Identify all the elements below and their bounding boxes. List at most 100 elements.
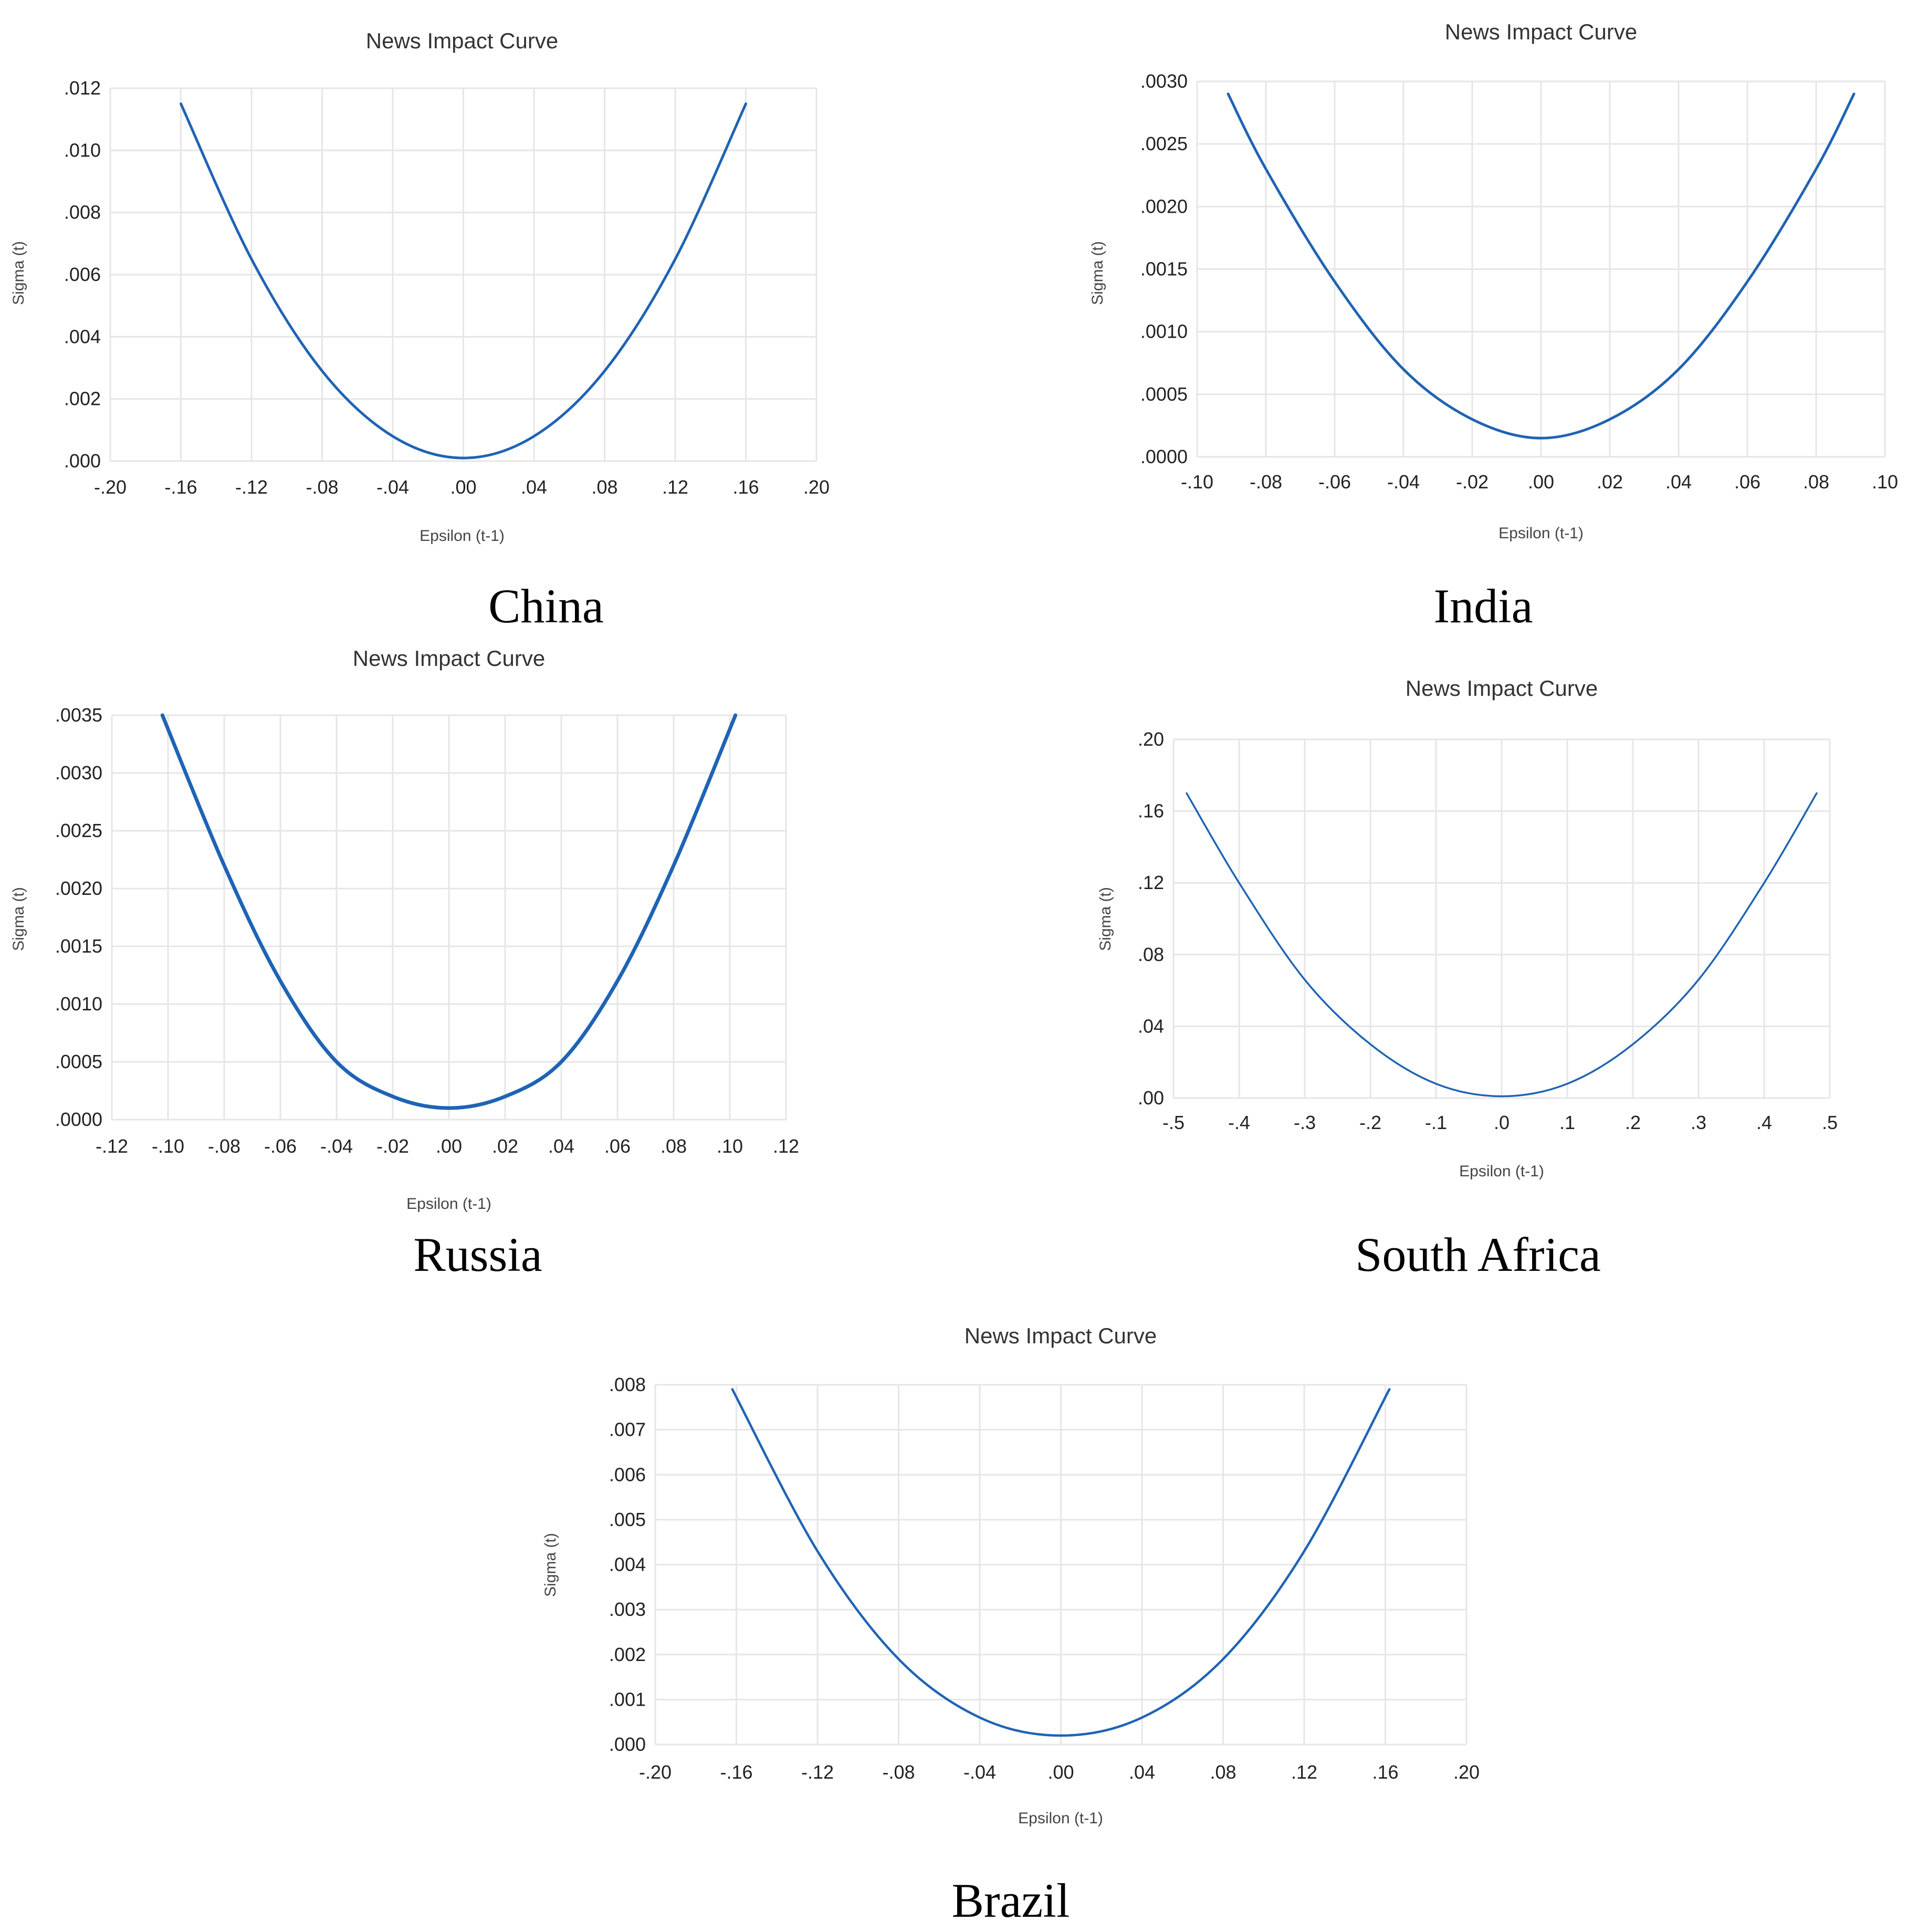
y-tick-label: .00	[1138, 1087, 1164, 1109]
x-tick-label: .1	[1559, 1112, 1575, 1133]
x-tick-label: .04	[1665, 471, 1692, 493]
chart-china: -.20 -.16 -.12 -.08 -.04 .00 .04 .08 .12 .16 .20 .0…	[10, 28, 830, 633]
x-tick-label: -.10	[1181, 471, 1213, 493]
y-tick-label: .000	[64, 450, 101, 472]
x-tick-label: .16	[1372, 1761, 1398, 1783]
chart-title: News Impact Curve	[1445, 19, 1637, 44]
x-tick-label: .04	[1129, 1761, 1155, 1783]
news-impact-curve-line	[731, 1388, 1391, 1737]
x-tick-label: .00	[1047, 1761, 1074, 1783]
x-tick-label: .5	[1822, 1112, 1838, 1133]
chart-title: News Impact Curve	[366, 28, 558, 53]
y-tick-label: .012	[64, 77, 101, 99]
news-impact-curve-line	[1227, 92, 1856, 440]
country-caption: Russia	[413, 1228, 542, 1281]
y-tick-label: .010	[64, 139, 101, 161]
y-tick-label: .002	[609, 1644, 646, 1665]
x-tick-label: .02	[492, 1135, 518, 1157]
news-impact-curve-line	[180, 102, 747, 459]
y-tick-label: .002	[64, 388, 101, 410]
country-caption: Brazil	[952, 1874, 1070, 1927]
y-tick-label: .008	[609, 1374, 646, 1395]
x-tick-label: -.20	[94, 476, 127, 498]
y-tick-label: .20	[1138, 728, 1164, 750]
y-tick-label: .003	[609, 1599, 646, 1620]
x-tick-label: -.02	[376, 1135, 409, 1157]
y-tick-label: .08	[1138, 944, 1164, 965]
x-tick-label: -.04	[320, 1135, 353, 1157]
x-tick-label: .08	[1803, 471, 1829, 493]
x-tick-label: .20	[803, 476, 830, 498]
x-tick-label: .12	[773, 1135, 799, 1157]
chart-india: -.10 -.08 -.06 -.04 -.02 .00 .02 .04 .06 .08 .10 .0…	[1089, 19, 1898, 633]
y-tick-label: .0000	[55, 1109, 102, 1130]
x-tick-label: .08	[591, 476, 617, 498]
y-tick-label: .001	[609, 1688, 646, 1710]
y-axis-label: Sigma (t)	[1097, 887, 1114, 951]
y-tick-label: .0000	[1140, 446, 1188, 467]
country-caption: India	[1433, 579, 1533, 633]
y-tick-label: .004	[609, 1554, 646, 1575]
y-tick-label: .007	[609, 1419, 646, 1440]
x-tick-label: -.06	[1318, 471, 1351, 493]
y-tick-label: .0020	[1140, 195, 1188, 217]
y-axis-label: Sigma (t)	[10, 241, 27, 305]
x-tick-label: -.10	[152, 1135, 184, 1157]
x-tick-label: .00	[436, 1135, 462, 1157]
x-tick-label: .3	[1691, 1112, 1706, 1133]
x-tick-label: .20	[1453, 1761, 1480, 1783]
x-tick-label: -.02	[1456, 471, 1489, 493]
y-tick-label: .006	[609, 1464, 646, 1485]
x-axis-label: Epsilon (t-1)	[1498, 525, 1584, 542]
y-tick-label: .006	[64, 264, 101, 285]
y-axis-label: Sigma (t)	[10, 887, 27, 951]
y-tick-label: .0015	[1140, 258, 1188, 280]
x-tick-label: -.12	[96, 1135, 128, 1157]
y-tick-label: .0015	[55, 935, 102, 957]
x-tick-label: -.04	[376, 476, 409, 498]
x-tick-label: -.16	[164, 476, 197, 498]
y-tick-label: .008	[64, 202, 101, 223]
x-axis-label: Epsilon (t-1)	[1459, 1163, 1544, 1180]
y-tick-label: .0035	[55, 704, 102, 726]
x-tick-label: -.08	[1250, 471, 1282, 493]
y-tick-label: .0005	[1140, 383, 1188, 405]
x-tick-label: -.4	[1228, 1112, 1250, 1133]
x-tick-label: -.04	[963, 1761, 996, 1783]
x-tick-label: .04	[521, 476, 547, 498]
y-tick-label: .0020	[55, 878, 102, 899]
y-tick-label: .0025	[55, 820, 102, 841]
news-impact-curve-line	[160, 713, 738, 1110]
x-tick-label: .4	[1756, 1112, 1772, 1133]
x-tick-label: .08	[661, 1135, 687, 1157]
country-caption: China	[488, 579, 604, 633]
y-tick-label: .0025	[1140, 133, 1188, 154]
y-tick-label: .000	[609, 1733, 646, 1755]
x-tick-label: -.04	[1387, 471, 1420, 493]
x-tick-label: .16	[732, 476, 759, 498]
x-axis-label: Epsilon (t-1)	[1018, 1810, 1103, 1827]
x-tick-label: .04	[548, 1135, 574, 1157]
y-tick-label: .12	[1138, 872, 1164, 893]
x-tick-label: -.20	[639, 1761, 672, 1783]
x-tick-label: .06	[604, 1135, 631, 1157]
y-tick-label: .004	[64, 326, 101, 347]
chart-south-africa: -.5 -.4 -.3 -.2 -.1 .0 .1 .2 .3 .4 .5 .00 .04 .08 .12.…	[1097, 676, 1838, 1281]
x-tick-label: .2	[1625, 1112, 1641, 1133]
chart-title: News Impact Curve	[965, 1323, 1157, 1348]
x-tick-label: .02	[1597, 471, 1623, 493]
chart-brazil: -.20 -.16 -.12 -.08 -.04 .00 .04 .08 .12 .16 .20 .0…	[542, 1323, 1480, 1927]
y-axis-label: Sigma (t)	[1089, 241, 1106, 305]
y-axis-label: Sigma (t)	[542, 1533, 559, 1597]
x-tick-label: -.1	[1425, 1112, 1447, 1133]
y-tick-label: .0005	[55, 1051, 102, 1072]
y-tick-label: .0010	[1140, 321, 1188, 342]
country-caption: South Africa	[1355, 1228, 1601, 1281]
x-tick-label: -.3	[1294, 1112, 1316, 1133]
x-tick-label: .06	[1734, 471, 1760, 493]
chart-title: News Impact Curve	[353, 646, 545, 671]
x-tick-label: .12	[1291, 1761, 1317, 1783]
x-tick-label: -.12	[801, 1761, 834, 1783]
news-impact-curve-line	[1186, 792, 1818, 1098]
